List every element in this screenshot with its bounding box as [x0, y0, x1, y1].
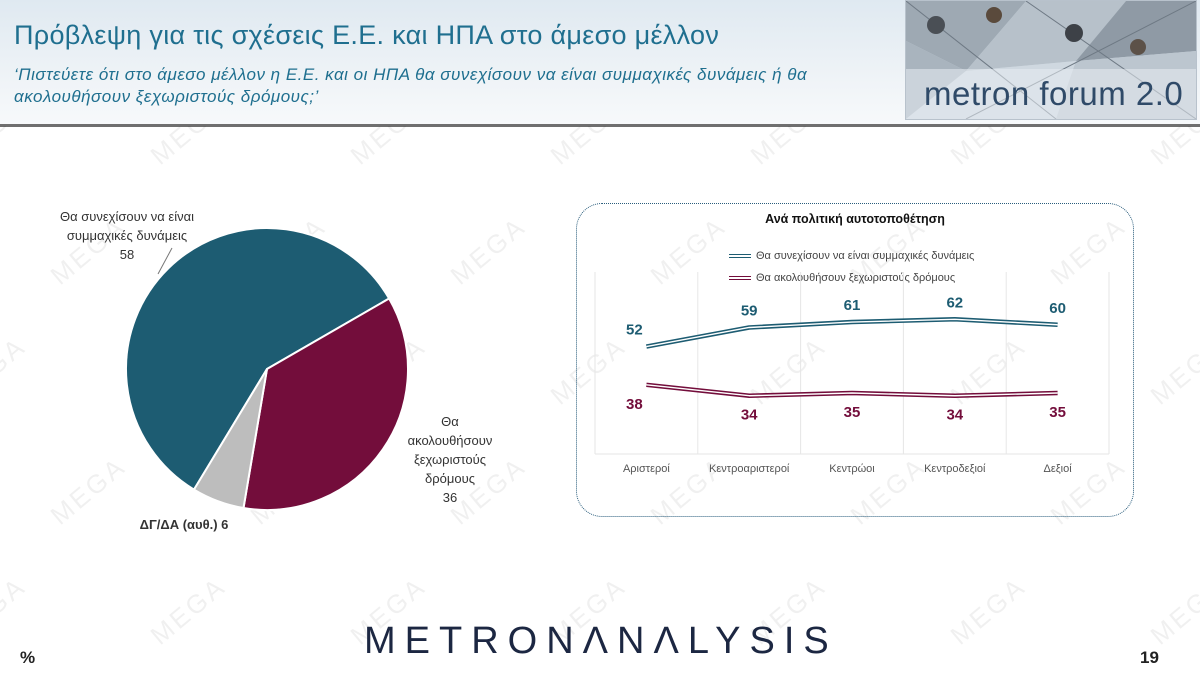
logo-photo	[906, 1, 1196, 119]
pie-label-separate-line4: δρόμους	[425, 471, 475, 486]
legend-label-continue: Θα συνεχίσουν να είναι συμμαχικές δυνάμε…	[756, 250, 975, 262]
x-tick-label: Κεντροδεξιοί	[924, 463, 986, 475]
x-tick-label: Κεντροαριστεροί	[709, 463, 790, 475]
pie-label-separate-line1: Θα	[441, 414, 459, 429]
data-label: 61	[844, 297, 861, 314]
pie-slice-separate	[242, 297, 409, 511]
series-line-outer	[645, 317, 1058, 349]
metron-analysis-wordmark: METRONΛNΛLYSIS	[364, 620, 838, 662]
data-label: 34	[741, 407, 758, 424]
series-line-inner	[646, 318, 1058, 348]
pie-slice-continue	[125, 227, 391, 491]
legend-swatch-separate	[729, 276, 751, 281]
x-tick-label: Κεντρώοι	[829, 463, 875, 475]
legend-item-separate: Θα ακολουθήσουν ξεχωριστούς δρόμους	[729, 272, 955, 284]
data-label: 62	[946, 294, 963, 311]
pie-label-separate-value: 36	[442, 490, 458, 505]
pie-label-separate-line3: ξεχωριστούς	[413, 452, 487, 467]
legend-label-separate: Θα ακολουθήσουν ξεχωριστούς δρόμους	[756, 272, 956, 284]
line-chart-plot: Αριστεροί Κεντροαριστεροί Κεντρώοι Κεντροδε…	[594, 272, 1110, 475]
line-chart-title: Ανά πολιτική αυτοτοποθέτηση	[765, 212, 945, 226]
pie-label-separate: Θα ακολουθήσουν ξεχωριστούς δρόμους 36	[395, 412, 505, 507]
legend-item-continue: Θα συνεχίσουν να είναι συμμαχικές δυνάμε…	[729, 250, 974, 262]
pie-label-continue-line1: Θα συνεχίσουν να είναι	[59, 209, 195, 224]
pie-leader-line	[157, 247, 173, 275]
pie-label-continue-value: 58	[119, 247, 135, 262]
pie-slices	[125, 227, 409, 511]
logo-text: metron forum 2.0	[924, 75, 1184, 112]
pie-label-dk: ΔΓ/ΔΑ (αυθ.) 6	[139, 517, 229, 532]
line-chart-panel: Ανά πολιτική αυτοτοποθέτηση Θα συνεχίσου…	[576, 203, 1134, 517]
data-label: 35	[844, 404, 861, 421]
legend-swatch-continue	[729, 254, 751, 259]
x-tick-label: Αριστεροί	[623, 463, 670, 475]
series-line-inner	[646, 384, 1058, 397]
slide-title: Πρόβλεψη για τις σχέσεις Ε.Ε. και ΗΠΑ στ…	[14, 20, 720, 50]
metron-forum-logo: metron forum 2.0	[905, 0, 1197, 120]
pie-label-continue-line2: συμμαχικές δυνάμεις	[66, 228, 188, 243]
x-tick-label: Δεξιοί	[1044, 463, 1073, 475]
unit-label: %	[20, 648, 36, 667]
data-label: 60	[1049, 300, 1066, 317]
data-label: 38	[626, 396, 643, 413]
survey-question: ‘Πιστεύετε ότι στο άμεσο μέλλον η Ε.Ε. κ…	[14, 65, 808, 106]
data-label: 52	[626, 322, 643, 339]
data-label: 34	[946, 407, 963, 424]
pie-slice-dk	[192, 368, 268, 510]
data-label: 35	[1049, 404, 1066, 421]
data-label: 59	[741, 302, 758, 319]
pie-label-separate-line2: ακολουθήσουν	[407, 433, 493, 448]
pie-label-continue: Θα συνεχίσουν να είναι συμμαχικές δυνάμε…	[32, 207, 222, 264]
page-number: 19	[1140, 648, 1159, 667]
header-banner: Πρόβλεψη για τις σχέσεις Ε.Ε. και ΗΠΑ στ…	[0, 0, 1200, 127]
